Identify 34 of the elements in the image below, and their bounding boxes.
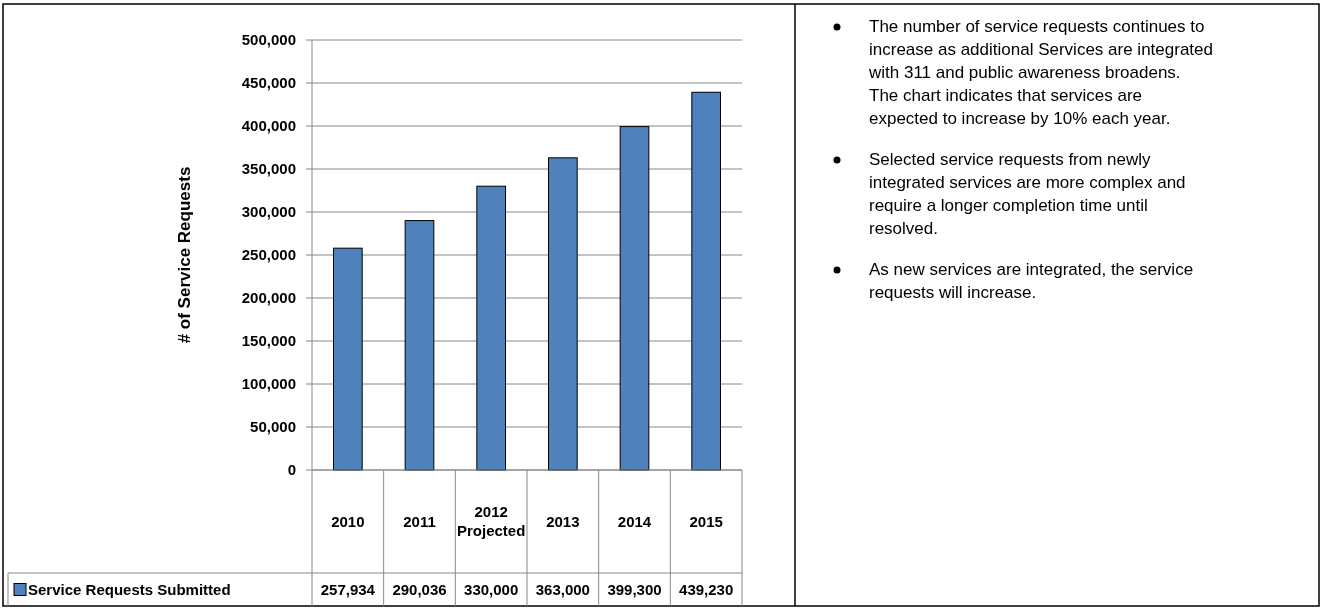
y-tick-label: 200,000: [241, 289, 296, 307]
legend-label: Service Requests Submitted: [28, 580, 231, 598]
y-tick-label: 350,000: [241, 160, 296, 178]
data-label: 399,300: [607, 580, 662, 598]
bar: [691, 91, 721, 471]
data-label: 330,000: [464, 580, 519, 598]
y-tick-label: 450,000: [241, 74, 296, 92]
data-label: 290,036: [392, 580, 447, 598]
y-axis-title: # of Service Requests: [175, 166, 194, 344]
y-tick-label: 400,000: [241, 117, 296, 135]
bar: [548, 157, 578, 471]
y-tick-label: 50,000: [250, 418, 296, 436]
y-tick-label: 0: [287, 461, 296, 479]
y-tick-label: 300,000: [241, 203, 296, 221]
bar: [333, 247, 363, 471]
x-tick-label: 2013: [546, 512, 580, 530]
y-tick-label: 150,000: [241, 332, 296, 350]
data-label: 439,230: [679, 580, 734, 598]
x-tick-label: 2014: [617, 512, 652, 530]
bar: [404, 220, 435, 471]
y-tick-label: 100,000: [241, 375, 296, 393]
data-label: 257,934: [320, 580, 376, 598]
x-tick-label: 2010: [331, 512, 365, 530]
bar: [476, 185, 506, 471]
text: The number of service requests continues to increase as additional Services are integrated with 311 and public awareness broadens. The chart indicates that services are expected to increase by 10% each year.: [868, 17, 1213, 128]
data-label: 363,000: [535, 580, 590, 598]
bar: [619, 126, 650, 471]
text: Selected service requests from newly integrated services are more complex and require a longer completion time until resolved.: [869, 150, 1186, 238]
y-tick-label: 250,000: [241, 246, 296, 264]
y-tick-label: 500,000: [241, 31, 296, 49]
text: As new services are integrated, the service requests will increase.: [869, 260, 1194, 302]
x-tick-label: 2011: [403, 512, 436, 530]
x-tick-label: 2012 Projected: [456, 503, 526, 540]
x-tick-label: 2015: [689, 512, 723, 530]
